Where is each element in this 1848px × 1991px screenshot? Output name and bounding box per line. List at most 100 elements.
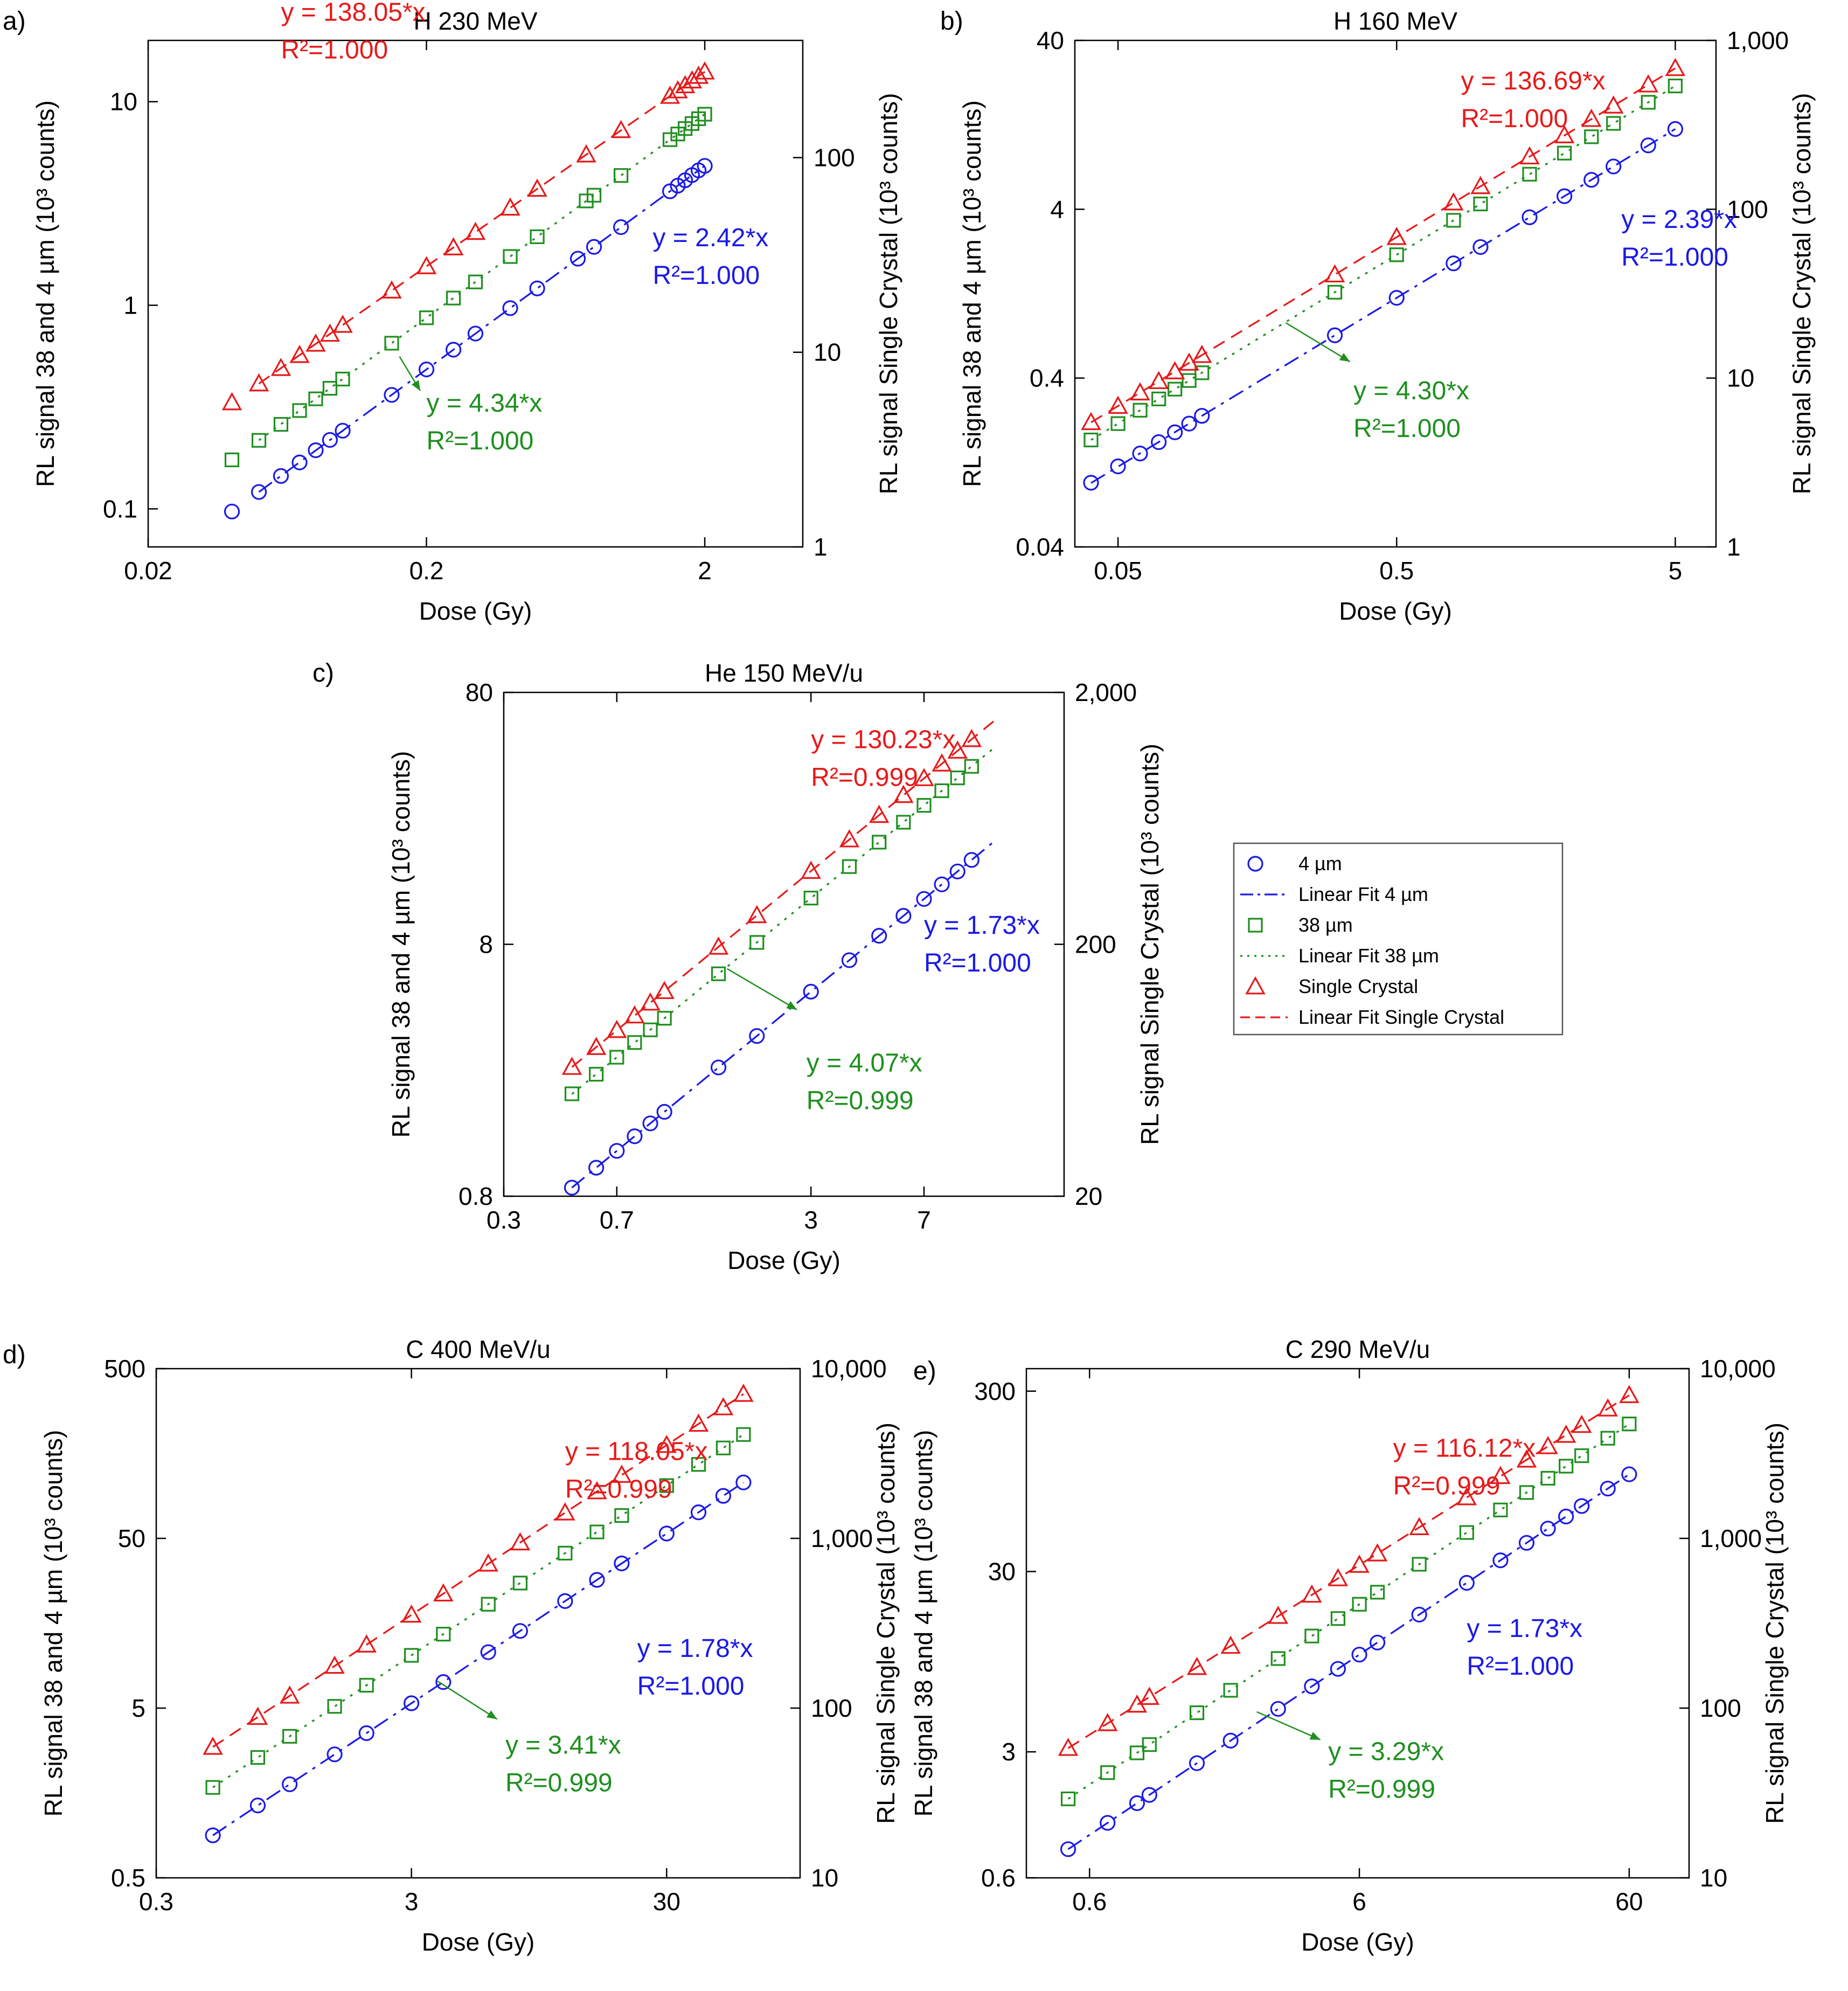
data-point — [668, 80, 688, 99]
y-left-tick-label: 0.1 — [103, 495, 137, 523]
data-point — [529, 280, 545, 296]
data-point — [435, 1674, 451, 1690]
data-point — [715, 1440, 731, 1455]
y-right-tick-label: 10 — [1727, 364, 1754, 392]
data-point — [949, 863, 965, 879]
data-point — [1412, 1557, 1427, 1572]
legend-item: Linear Fit 38 µm — [1240, 945, 1439, 967]
annotation-arrow — [437, 1681, 498, 1720]
data-point — [690, 1504, 707, 1521]
data-point — [510, 1532, 531, 1551]
data-point — [1472, 239, 1489, 255]
fit-line — [1090, 85, 1676, 441]
data-point — [381, 280, 402, 299]
data-point — [1667, 121, 1684, 137]
data-point — [1081, 412, 1101, 431]
fit-annotation: R²=1.000 — [924, 949, 1031, 977]
data-point — [468, 274, 483, 289]
data-point — [1519, 146, 1540, 165]
series-markers — [1060, 1417, 1637, 1807]
data-point — [502, 300, 518, 316]
y-right-tick-label: 1 — [814, 533, 828, 561]
data-point — [656, 1434, 677, 1453]
y-left-tick-label: 1 — [123, 292, 137, 320]
data-point — [747, 905, 767, 924]
data-point — [481, 1597, 496, 1612]
y-right-tick-label: 10,000 — [1700, 1355, 1776, 1383]
data-point — [1324, 264, 1345, 283]
data-point — [1554, 125, 1575, 143]
x-tick-label: 0.05 — [1094, 557, 1142, 585]
y-right-tick-label: 1,000 — [811, 1524, 873, 1552]
y-right-tick-label: 10 — [814, 338, 841, 366]
fit-annotation: y = 136.69*x — [1461, 67, 1605, 95]
data-point — [1603, 95, 1624, 114]
annotation-arrow — [1285, 322, 1351, 363]
fit-annotation: R²=0.999 — [565, 1475, 672, 1503]
x-tick-label: 0.5 — [1379, 557, 1414, 585]
data-point — [1583, 172, 1600, 188]
data-point — [586, 188, 602, 203]
y-right-axis-title: RL signal Single Crystal (10³ counts) — [1136, 744, 1164, 1145]
fit-line — [258, 165, 706, 493]
data-point — [675, 75, 696, 94]
panel-letter: c) — [312, 659, 334, 688]
y-left-tick-label: 80 — [466, 678, 493, 706]
fit-annotation: R²=1.000 — [637, 1672, 745, 1701]
data-point — [950, 771, 965, 786]
legend-item: 4 µm — [1247, 852, 1342, 875]
data-point — [1330, 1611, 1346, 1626]
data-point — [964, 759, 979, 774]
data-point — [564, 1086, 580, 1101]
data-point — [934, 783, 949, 799]
data-point — [1641, 95, 1656, 110]
fit-annotation: y = 116.12*x — [1393, 1434, 1536, 1462]
data-point — [1557, 145, 1572, 161]
y-left-tick-label: 0.5 — [111, 1864, 145, 1892]
data-point — [640, 992, 661, 1011]
data-point — [1600, 1480, 1616, 1497]
data-point — [1516, 1449, 1537, 1468]
data-point — [251, 433, 267, 448]
y-left-axis-title: RL signal 38 and 4 µm (10³ counts) — [39, 1430, 67, 1817]
data-point — [614, 1555, 630, 1572]
plot-frame — [155, 1368, 801, 1879]
x-tick-label: 0.7 — [600, 1206, 634, 1234]
data-point — [205, 1780, 220, 1795]
data-point — [558, 1545, 573, 1561]
data-point — [1597, 1398, 1618, 1417]
y-left-tick-label: 40 — [1037, 26, 1064, 54]
data-point — [1473, 196, 1488, 212]
series-markers — [203, 1383, 754, 1755]
fit-annotation: R²=1.000 — [1621, 243, 1728, 272]
data-point — [1151, 434, 1167, 450]
fit-line — [571, 839, 997, 1189]
fit-annotation: y = 3.29*x — [1328, 1737, 1444, 1766]
data-point — [643, 1022, 658, 1037]
data-point — [624, 1005, 645, 1024]
data-point — [589, 1524, 605, 1539]
y-left-tick-label: 0.8 — [458, 1182, 493, 1210]
y-left-axis-title: RL signal 38 and 4 µm (10³ counts) — [958, 100, 986, 487]
panel-c: c) He 150 MeV/u 0.3 0.7 3 7 0.8 8 80 20 200 2,000 Do… — [312, 659, 1164, 1274]
data-point — [694, 61, 715, 80]
y-right-tick-label: 1,000 — [1700, 1524, 1762, 1552]
x-axis-title: Dose (Gy) — [422, 1928, 535, 1956]
data-point — [1141, 1787, 1157, 1803]
panel-letter: e) — [913, 1357, 936, 1385]
data-point — [708, 936, 729, 955]
data-point — [1349, 1555, 1370, 1573]
y-left-tick-label: 5 — [131, 1694, 145, 1722]
data-point — [642, 1115, 658, 1132]
data-point — [1189, 1755, 1205, 1771]
data-point — [697, 107, 712, 122]
data-point — [1370, 1585, 1385, 1600]
data-point — [961, 729, 982, 747]
x-tick-label: 0.3 — [139, 1888, 173, 1916]
data-point — [404, 1695, 420, 1711]
y-left-tick-label: 30 — [988, 1557, 1016, 1585]
data-point — [1640, 137, 1656, 154]
data-point — [1058, 1737, 1079, 1756]
data-point — [291, 454, 308, 470]
y-right-tick-label: 1 — [1727, 533, 1741, 561]
